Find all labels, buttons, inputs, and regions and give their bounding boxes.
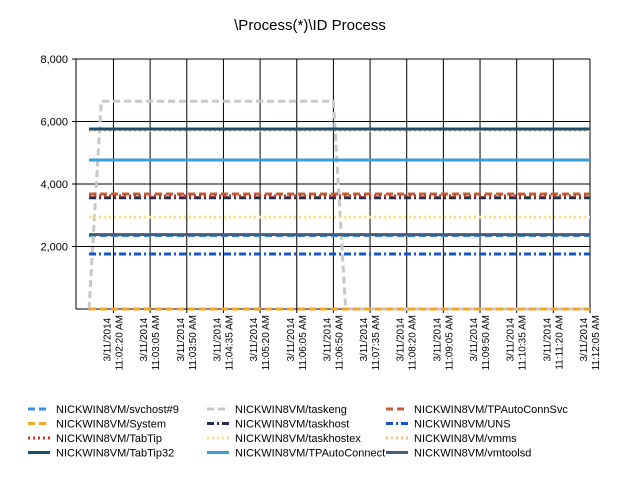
legend-label: NICKWIN8VM/taskhost bbox=[235, 419, 349, 431]
y-tick-label: 4,000 bbox=[40, 179, 68, 191]
x-tick-label: 3/11/2014 11:09:05 AM bbox=[432, 315, 455, 370]
legend-label: NICKWIN8VM/TPAutoConnSvc bbox=[414, 404, 568, 416]
y-tick-label: 8,000 bbox=[40, 54, 68, 66]
y-tick-label: 6,000 bbox=[40, 117, 68, 129]
legend-label: NICKWIN8VM/UNS bbox=[414, 419, 511, 431]
legend-label: NICKWIN8VM/TPAutoConnect bbox=[235, 448, 385, 460]
legend-label: NICKWIN8VM/svchost#9 bbox=[56, 404, 179, 416]
series-line bbox=[87, 99, 590, 311]
legend-label: NICKWIN8VM/taskhostex bbox=[235, 433, 361, 445]
x-tick-label: 3/11/2014 11:03:50 AM bbox=[176, 315, 199, 370]
x-tick-label: 3/11/2014 11:06:05 AM bbox=[286, 315, 309, 370]
legend-label: NICKWIN8VM/vmms bbox=[414, 433, 517, 445]
legend-label: NICKWIN8VM/System bbox=[56, 419, 166, 431]
x-tick-label: 3/11/2014 11:03:05 AM bbox=[139, 315, 162, 370]
legend-label: NICKWIN8VM/vmtoolsd bbox=[414, 448, 531, 460]
x-tick-label: 3/11/2014 11:07:35 AM bbox=[359, 315, 382, 370]
x-tick-label: 3/11/2014 11:09:50 AM bbox=[469, 315, 492, 370]
y-tick-label: 2,000 bbox=[40, 242, 68, 254]
x-tick-label: 3/11/2014 11:08:20 AM bbox=[396, 315, 419, 370]
x-tick-label: 3/11/2014 11:04:35 AM bbox=[212, 315, 235, 370]
legend-label: NICKWIN8VM/TabTip32 bbox=[56, 448, 174, 460]
chart-title: \Process(*)\ID Process bbox=[234, 17, 386, 34]
x-tick-label: 3/11/2014 11:02:20 AM bbox=[102, 315, 125, 370]
x-tick-label: 3/11/2014 11:05:20 AM bbox=[249, 315, 272, 370]
x-tick-label: 3/11/2014 11:12:05 AM bbox=[579, 315, 602, 370]
legend-label: NICKWIN8VM/TabTip bbox=[56, 433, 162, 445]
x-tick-label: 3/11/2014 11:11:20 AM bbox=[542, 315, 565, 370]
x-tick-label: 3/11/2014 11:06:50 AM bbox=[322, 315, 345, 370]
x-tick-label: 3/11/2014 11:10:35 AM bbox=[506, 315, 529, 370]
legend-label: NICKWIN8VM/taskeng bbox=[235, 404, 347, 416]
